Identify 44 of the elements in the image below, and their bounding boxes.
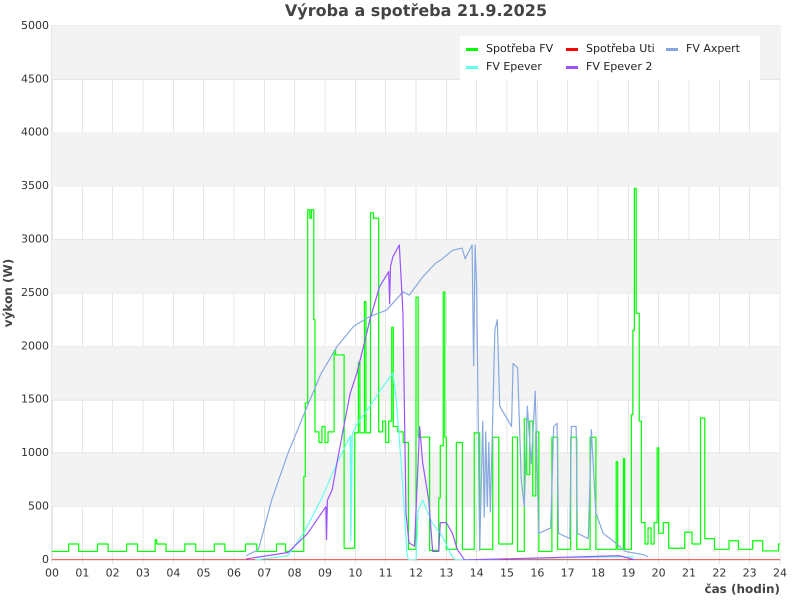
y-tick-label: 4500: [21, 72, 49, 86]
x-tick-label: 23: [742, 566, 757, 580]
x-tick-label: 19: [621, 566, 636, 580]
x-tick-label: 08: [288, 566, 302, 580]
x-tick-label: 18: [591, 566, 605, 580]
x-tick-label: 17: [560, 566, 575, 580]
x-tick-label: 02: [106, 566, 120, 580]
y-tick-label: 2500: [21, 286, 49, 299]
x-tick-label: 20: [652, 566, 666, 580]
x-tick-label: 22: [712, 566, 726, 580]
y-tick-label: 0: [42, 552, 49, 566]
x-tick-label: 12: [409, 566, 423, 580]
x-tick-label: 03: [136, 566, 150, 580]
chart-title: Výroba a spotřeba 21.9.2025: [284, 1, 548, 20]
y-tick-label: 4000: [21, 126, 49, 139]
x-tick-label: 21: [682, 566, 696, 580]
x-tick-label: 24: [773, 566, 787, 580]
y-tick-label: 3500: [21, 179, 49, 192]
legend-label: FV Axpert: [686, 42, 741, 55]
x-tick-label: 14: [470, 566, 484, 580]
x-tick-label: 15: [500, 566, 514, 580]
legend-label: Spotřeba Uti: [586, 42, 655, 55]
y-tick-label: 1000: [21, 446, 49, 460]
x-tick-label: 07: [257, 566, 272, 580]
y-tick-label: 1500: [21, 392, 49, 406]
x-tick-label: 06: [227, 566, 241, 580]
y-tick-label: 2000: [21, 339, 49, 352]
x-axis-title: čas (hodin): [704, 582, 780, 596]
x-tick-label: 11: [378, 566, 393, 580]
x-tick-label: 04: [166, 566, 180, 580]
legend-label: FV Epever 2: [586, 60, 652, 73]
x-tick-label: 01: [75, 566, 90, 580]
x-tick-label: 13: [439, 566, 454, 580]
y-tick-label: 500: [28, 499, 49, 512]
y-axis-title: výkon (W): [1, 258, 16, 328]
y-tick-label: 5000: [21, 18, 49, 32]
x-tick-label: 05: [196, 566, 211, 580]
x-tick-label: 00: [45, 566, 59, 580]
legend-label: Spotřeba FV: [486, 42, 554, 55]
x-tick-label: 10: [348, 566, 362, 580]
x-tick-label: 09: [318, 566, 332, 580]
x-tick-label: 16: [530, 566, 544, 580]
y-tick-label: 3000: [21, 232, 49, 246]
legend-label: FV Epever: [486, 60, 542, 73]
